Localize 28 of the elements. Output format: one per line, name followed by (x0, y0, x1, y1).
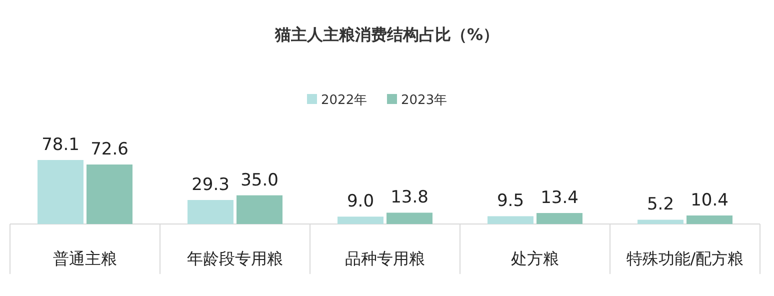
data-label: 5.2 (646, 194, 674, 215)
bar (386, 212, 432, 224)
x-tick-label: 品种专用粮 (345, 249, 425, 268)
data-label: 10.4 (690, 190, 728, 210)
bar (38, 160, 84, 224)
data-label: 72.6 (90, 140, 128, 160)
data-label: 29.3 (192, 174, 230, 195)
bar (188, 200, 234, 224)
data-label: 9.0 (346, 192, 374, 212)
bar (638, 220, 684, 224)
legend-label: 2022年 (321, 93, 368, 108)
data-label: 13.4 (540, 188, 578, 208)
data-label: 35.0 (240, 170, 278, 190)
legend-label: 2023年 (401, 93, 448, 108)
bar (338, 216, 384, 224)
bar (488, 216, 534, 224)
x-tick-label: 特殊功能/配方粮 (626, 249, 744, 268)
x-tick-label: 普通主粮 (53, 249, 117, 268)
data-label: 78.1 (42, 135, 80, 155)
data-label: 9.5 (496, 191, 524, 212)
x-tick-label: 年龄段专用粮 (187, 249, 283, 268)
data-label: 13.8 (390, 188, 428, 208)
bar (236, 195, 282, 224)
bar (536, 213, 582, 224)
x-tick-label: 处方粮 (511, 249, 559, 268)
bar (686, 215, 732, 224)
bar (86, 164, 132, 224)
chart-title: 猫主人主粮消费结构占比（%） (274, 25, 500, 44)
